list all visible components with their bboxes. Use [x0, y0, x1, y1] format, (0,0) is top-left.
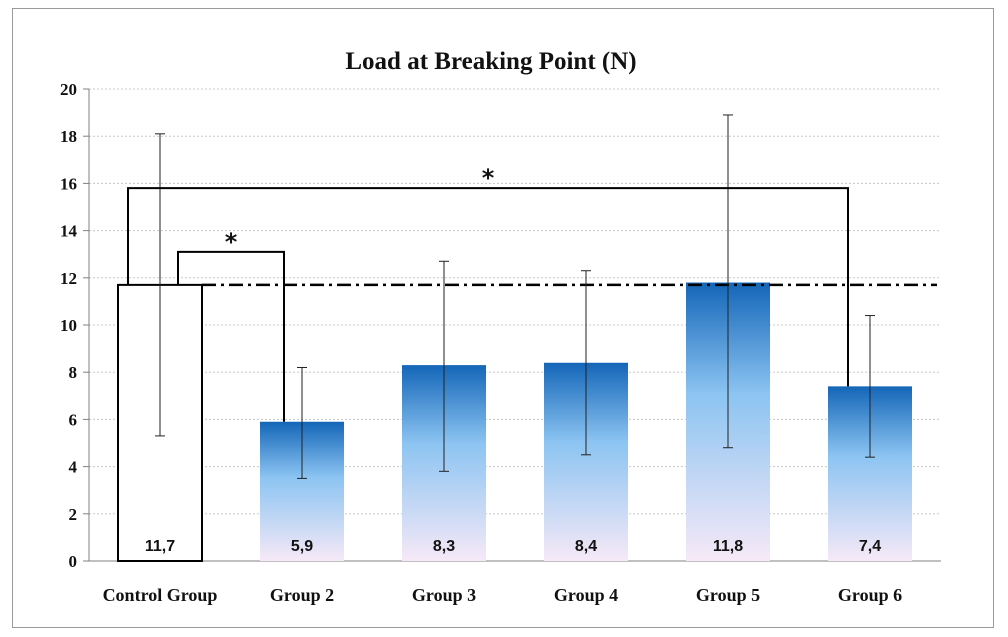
y-tick-label: 2 — [69, 505, 78, 524]
y-tick-label: 18 — [60, 127, 77, 146]
bar-value-label: 8,4 — [575, 538, 597, 555]
y-tick-label: 8 — [69, 363, 78, 382]
bar-chart: Load at Breaking Point (N) * * 0 2 4 6 8 10 12 1… — [60, 48, 941, 605]
bar-value-label: 11,7 — [145, 538, 175, 555]
x-category-label: Group 6 — [838, 585, 902, 605]
significance-star: * — [225, 228, 238, 256]
x-category-label: Group 2 — [270, 585, 334, 605]
significance-bracket — [177, 250, 285, 422]
x-category-label: Group 4 — [554, 585, 618, 605]
chart-frame: Load at Breaking Point (N) * * 0 2 4 6 8 10 12 1… — [12, 8, 994, 628]
bar-value-label: 11,8 — [713, 538, 743, 555]
significance-bracket — [127, 187, 849, 387]
y-tick-label: 10 — [60, 316, 77, 335]
y-tick-label: 0 — [69, 552, 78, 571]
y-tick-label: 20 — [60, 80, 77, 99]
chart-title: Load at Breaking Point (N) — [345, 48, 636, 75]
x-category-label: Group 3 — [412, 585, 476, 605]
bar-value-label: 7,4 — [859, 538, 881, 555]
bar-value-label: 8,3 — [433, 538, 455, 555]
bar-value-label: 5,9 — [291, 538, 313, 555]
y-tick-label: 6 — [69, 410, 78, 429]
y-tick-label: 14 — [60, 222, 78, 241]
y-tick-label: 4 — [69, 458, 78, 477]
x-category-label: Group 5 — [696, 585, 760, 605]
y-tick-label: 16 — [60, 174, 77, 193]
x-category-label: Control Group — [103, 585, 218, 605]
y-tick-label: 12 — [60, 269, 77, 288]
significance-star: * — [482, 164, 495, 192]
